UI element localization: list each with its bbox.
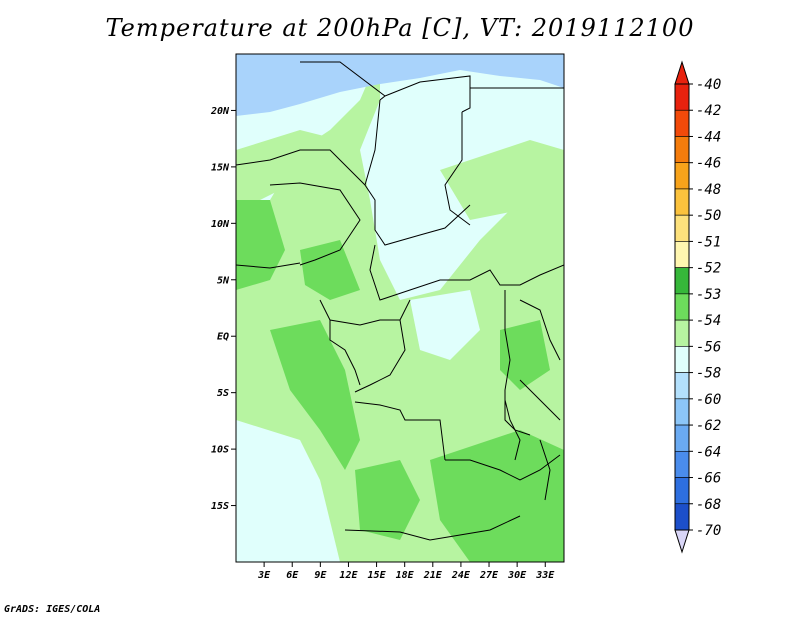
colorbar-label: -48 (696, 182, 721, 198)
border-west-coast (236, 262, 301, 269)
x-tick-label: 9E (314, 570, 327, 581)
border-angola-south (344, 515, 521, 541)
colorbar-swatch (674, 398, 690, 426)
border-angola-north (354, 401, 446, 461)
colorbar-swatch (674, 136, 690, 164)
border-chad-west (364, 99, 471, 246)
colorbar-swatch (674, 83, 690, 111)
y-tick-label: 5N (217, 275, 230, 286)
border-lake-2 (539, 439, 551, 501)
border-car (369, 244, 564, 301)
temperature-field (236, 54, 564, 562)
chart-title: Temperature at 200hPa [C], VT: 201911210… (105, 14, 695, 42)
colorbar-swatch (674, 188, 690, 216)
y-tick-label: 5S (217, 388, 229, 399)
mid-green-east (500, 320, 550, 390)
colorbar-label: -64 (696, 444, 721, 460)
x-tick-label: 27E (479, 570, 499, 581)
x-tick-label: 21E (423, 570, 443, 581)
pale-cyan-central (410, 290, 480, 360)
colorbar-label: -52 (696, 261, 721, 277)
colorbar-label: -66 (696, 471, 721, 487)
colorbar-label: -44 (696, 129, 721, 145)
colorbar-swatch (674, 241, 690, 268)
x-tick-label: 6E (286, 570, 299, 581)
colorbar-swatch (674, 346, 690, 373)
lt-blue-north (236, 54, 564, 116)
y-tick-label: 10S (211, 445, 229, 456)
colorbar-frame (674, 83, 690, 531)
colorbar-swatch (674, 372, 690, 400)
map-frame (235, 53, 565, 563)
border-congo-drc (354, 319, 406, 393)
border-cameroon-congo (319, 299, 411, 326)
colorbar-label: -51 (696, 234, 721, 250)
colorbar-legend: -40 -42 -44 -46 -48 -50 -51 -52 -53 -54 -56 -58 -60 -… (674, 60, 721, 554)
colorbar-label: -58 (696, 366, 721, 382)
colorbar-swatch (674, 162, 690, 190)
colorbar-label: -53 (696, 287, 721, 303)
pale-cyan-sea (236, 420, 340, 562)
x-tick-label: 15E (368, 570, 387, 581)
mid-green-south (430, 430, 564, 562)
border-gabon (329, 320, 361, 386)
colorbar-label: -40 (696, 77, 721, 93)
y-tick-label: 15S (211, 501, 229, 512)
mid-green-cameroon (300, 240, 360, 300)
y-axis: 20N 15N 10N 5N EQ 5S 10S 15S (210, 106, 236, 512)
colorbar-label: -56 (696, 339, 721, 355)
x-tick-label: 3E (257, 570, 271, 581)
colorbar-label: -54 (696, 313, 721, 329)
border-nigeria-south (269, 182, 361, 266)
colorbar-swatch (674, 319, 690, 347)
colorbar-swatch (674, 214, 690, 242)
colorbar-swatch (674, 477, 690, 505)
colorbar-label: -50 (696, 208, 721, 224)
colorbar-swatch (674, 450, 690, 478)
grads-credit: GrADS: IGES/COLA (4, 604, 101, 615)
border-chad-east (444, 112, 471, 226)
colorbar-label: -70 (696, 523, 721, 539)
colorbar-label: -62 (696, 418, 721, 434)
y-tick-label: 20N (210, 106, 230, 117)
colorbar-swatch (674, 424, 690, 452)
colorbar-swatch (674, 293, 690, 321)
x-tick-label: 33E (535, 570, 555, 581)
colorbar-top-arrow (674, 60, 690, 85)
colorbar-swatch (674, 503, 690, 531)
colorbar-label: -42 (696, 103, 721, 119)
colorbar-label: -60 (696, 392, 721, 408)
country-borders (236, 61, 564, 541)
mid-green-southwest (355, 460, 420, 540)
y-tick-label: 15N (211, 162, 230, 173)
colorbar-label: -68 (696, 497, 721, 513)
y-tick-label: EQ (217, 332, 229, 343)
y-tick-label: 10N (211, 219, 230, 230)
colorbar-swatch (674, 267, 690, 295)
green-band-1 (236, 130, 340, 205)
x-axis: 3E 6E 9E 12E 15E 18E 21E 24E 27E 30E 33E (257, 562, 555, 581)
colorbar-bottom-arrow (674, 529, 690, 554)
x-tick-label: 12E (339, 570, 358, 581)
border-zambia (445, 454, 561, 481)
x-tick-label: 18E (396, 570, 415, 581)
border-east-africa (519, 299, 561, 421)
colorbar-label: -46 (696, 156, 721, 172)
x-tick-label: 30E (507, 570, 527, 581)
x-tick-label: 24E (451, 570, 471, 581)
border-sudan (461, 87, 564, 113)
green-band-2 (440, 140, 564, 220)
mid-green-coast (270, 320, 360, 470)
border-niger-nigeria (236, 149, 366, 186)
colorbar-swatch (674, 109, 690, 137)
border-lake-1 (504, 399, 521, 461)
